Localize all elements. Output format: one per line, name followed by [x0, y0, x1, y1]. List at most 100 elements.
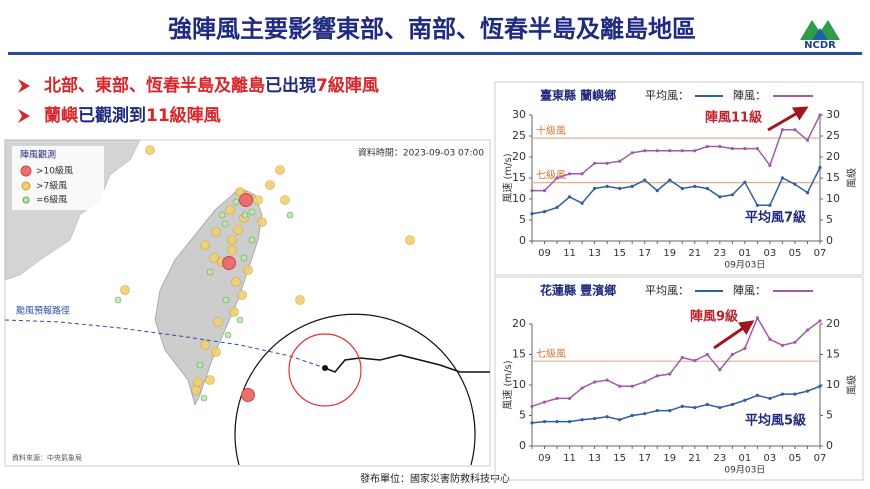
track-label: 颱風預報路徑	[16, 305, 70, 317]
point	[655, 189, 659, 193]
point	[618, 384, 622, 388]
station	[286, 211, 294, 219]
station	[265, 180, 275, 190]
point	[768, 163, 772, 167]
point	[567, 396, 572, 401]
point	[643, 380, 647, 384]
point	[780, 176, 785, 180]
x-tick-label: 23	[713, 453, 726, 464]
point	[580, 201, 584, 205]
y-tick-label: 0	[519, 234, 526, 247]
point	[630, 384, 634, 388]
title-rule	[8, 52, 862, 55]
point	[655, 374, 659, 378]
point	[555, 420, 559, 424]
point	[818, 319, 822, 323]
station-strong	[239, 193, 253, 207]
source: 資料來源：中央氣象局	[12, 453, 82, 462]
x-tick-label: 09	[538, 453, 551, 464]
point	[530, 421, 534, 425]
bullet-marker	[18, 79, 30, 93]
y2-tick-label: 20	[826, 317, 840, 330]
annotation: 陣風9級	[690, 309, 738, 325]
point	[580, 172, 584, 176]
station	[224, 331, 232, 339]
station	[114, 296, 122, 304]
series-line	[532, 114, 821, 192]
y-tick-label: 15	[512, 348, 526, 361]
point	[542, 420, 547, 424]
y2-tick-label: 30	[826, 108, 840, 121]
point	[593, 186, 597, 191]
point	[605, 378, 609, 382]
logo-text: NCDR	[804, 40, 836, 51]
y-tick-label: 5	[519, 409, 526, 422]
point	[718, 368, 722, 372]
x-tick-label: 17	[638, 453, 651, 464]
point	[793, 340, 797, 344]
logo: NCDR	[800, 20, 840, 51]
x-tick-label: 15	[613, 248, 626, 259]
series-line	[531, 167, 821, 215]
point	[555, 396, 559, 401]
past-track	[324, 354, 490, 373]
forecast-track	[4, 319, 326, 369]
bullet-segment: 11級陣風	[146, 105, 221, 126]
bullet-segment: 7級陣風	[316, 75, 379, 96]
point	[793, 392, 797, 396]
bullet-segment: 蘭嶼	[44, 105, 78, 126]
station	[248, 236, 256, 244]
legend-label: 陣風：	[733, 89, 766, 102]
point	[730, 147, 734, 151]
point	[668, 372, 672, 376]
point	[705, 144, 709, 149]
legend-label: 平均風：	[645, 284, 689, 297]
station	[237, 290, 247, 300]
footer: 發布單位：國家災害防救科技中心	[360, 472, 510, 485]
y2-tick-label: 15	[826, 171, 840, 184]
point	[593, 416, 597, 421]
station	[405, 235, 415, 245]
y-tick-label: 25	[512, 129, 526, 142]
station	[120, 285, 130, 295]
point	[618, 418, 622, 422]
x-tick-label: 15	[613, 453, 626, 464]
y-tick-label: 30	[512, 108, 526, 121]
point	[805, 389, 810, 393]
point	[755, 393, 759, 397]
point	[805, 138, 810, 142]
typhoon-center	[322, 365, 328, 371]
point	[805, 191, 810, 195]
y-tick-label: 0	[519, 439, 526, 452]
point	[755, 203, 759, 207]
station	[145, 145, 155, 155]
y2-tick-label: 0	[826, 234, 833, 247]
annotation: 陣風11級	[705, 110, 762, 126]
station	[191, 385, 201, 395]
x-tick-label: 07	[814, 453, 827, 464]
x-tick-label: 05	[789, 248, 802, 259]
point	[593, 380, 597, 384]
point	[618, 159, 622, 163]
x-tick-label: 01	[739, 453, 752, 464]
point	[693, 359, 697, 363]
station	[196, 361, 204, 369]
point	[580, 418, 584, 422]
bullet-segment: 北部、東部、恆春半島及離島	[44, 75, 265, 96]
chart-frame	[494, 81, 864, 276]
point	[643, 178, 647, 182]
y-tick-label: 10	[512, 192, 526, 205]
station	[233, 225, 243, 235]
x-tick-label: 07	[814, 248, 827, 259]
point	[630, 184, 634, 188]
point	[743, 147, 747, 151]
point	[730, 352, 734, 357]
station	[200, 240, 210, 250]
point	[768, 396, 772, 401]
station	[248, 208, 256, 216]
point	[680, 404, 684, 408]
point	[555, 176, 559, 180]
chart-title: 臺東縣 蘭嶼鄉	[540, 88, 616, 103]
point	[743, 180, 747, 184]
